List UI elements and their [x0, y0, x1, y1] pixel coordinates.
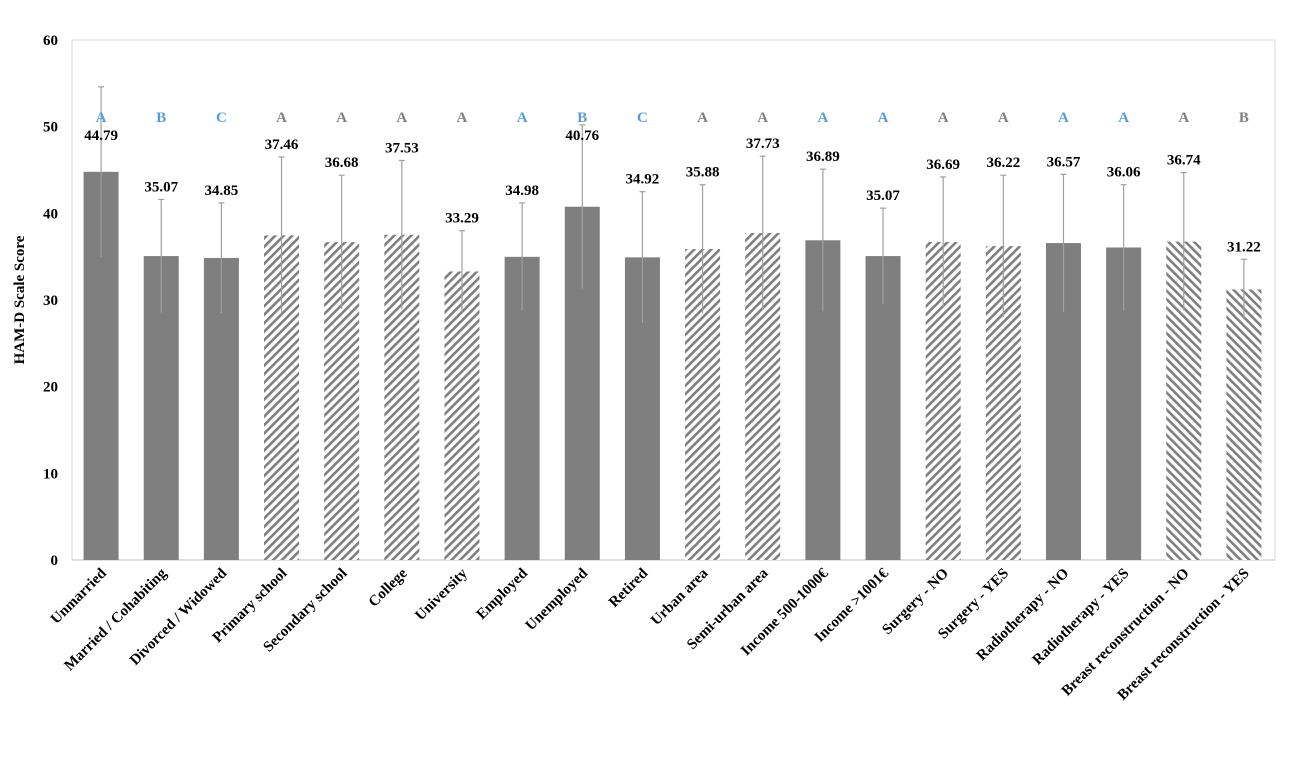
bar — [865, 256, 901, 560]
data-label: 36.06 — [1107, 165, 1141, 181]
data-label: 36.69 — [926, 157, 960, 173]
data-label: 36.68 — [325, 155, 359, 171]
group-letter: A — [96, 110, 107, 126]
x-tick-label: Breast reconstruction - NO — [1059, 566, 1193, 700]
group-letter: A — [757, 110, 768, 126]
group-letter: C — [637, 110, 648, 126]
group-letter: A — [878, 110, 889, 126]
bar — [444, 271, 480, 560]
data-label: 36.89 — [806, 149, 840, 165]
data-label: 31.22 — [1227, 239, 1261, 255]
group-letter: A — [938, 110, 949, 126]
group-letter: B — [1239, 110, 1249, 126]
group-letter: A — [517, 110, 528, 126]
y-tick-label: 60 — [43, 33, 58, 49]
group-letter: A — [1118, 110, 1129, 126]
data-label: 34.98 — [505, 183, 539, 199]
group-letter: A — [817, 110, 828, 126]
data-label: 44.79 — [84, 128, 118, 144]
group-letter: A — [457, 110, 468, 126]
data-label: 36.22 — [986, 155, 1020, 171]
y-tick-label: 20 — [43, 380, 58, 396]
data-label: 34.85 — [205, 183, 239, 199]
data-label: 37.53 — [385, 140, 419, 156]
group-letter: A — [1178, 110, 1189, 126]
plot-area — [71, 39, 1276, 561]
group-letter: A — [336, 110, 347, 126]
data-label: 34.92 — [626, 172, 660, 188]
x-tick-label: College — [366, 565, 411, 610]
y-tick-label: 40 — [43, 206, 58, 222]
data-label: 33.29 — [445, 211, 479, 227]
bar — [1226, 289, 1262, 560]
data-label: 40.76 — [565, 128, 599, 144]
x-tick-label: Married / Cohabiting — [62, 565, 171, 674]
data-label: 35.07 — [144, 179, 178, 195]
group-letter: A — [396, 110, 407, 126]
y-tick-label: 10 — [43, 466, 58, 482]
group-letter: B — [156, 110, 166, 126]
y-tick-label: 30 — [43, 293, 58, 309]
data-label: 35.88 — [686, 165, 720, 181]
y-tick-label: 0 — [51, 553, 59, 569]
x-tick-label: University — [412, 565, 471, 624]
y-axis-label: HAM-D Scale Score — [12, 235, 28, 364]
x-tick-label: Breast reconstruction - YES — [1115, 566, 1253, 704]
x-tick-label: Employed — [474, 565, 532, 623]
group-letter: B — [577, 110, 587, 126]
group-letter: C — [216, 110, 227, 126]
x-tick-label: Retired — [606, 565, 652, 611]
group-letter: A — [998, 110, 1009, 126]
data-label: 37.73 — [746, 136, 780, 152]
data-label: 36.57 — [1047, 154, 1081, 170]
group-letter: A — [1058, 110, 1069, 126]
x-tick-label: Urban area — [648, 565, 712, 629]
x-tick-label: Unmarried — [48, 565, 110, 627]
data-label: 37.46 — [265, 137, 299, 153]
data-label: 36.74 — [1167, 153, 1201, 169]
data-label: 35.07 — [866, 188, 900, 204]
x-tick-label: Unemployed — [523, 565, 592, 634]
group-letter: A — [276, 110, 287, 126]
group-letter: A — [697, 110, 708, 126]
y-tick-label: 50 — [43, 120, 58, 136]
